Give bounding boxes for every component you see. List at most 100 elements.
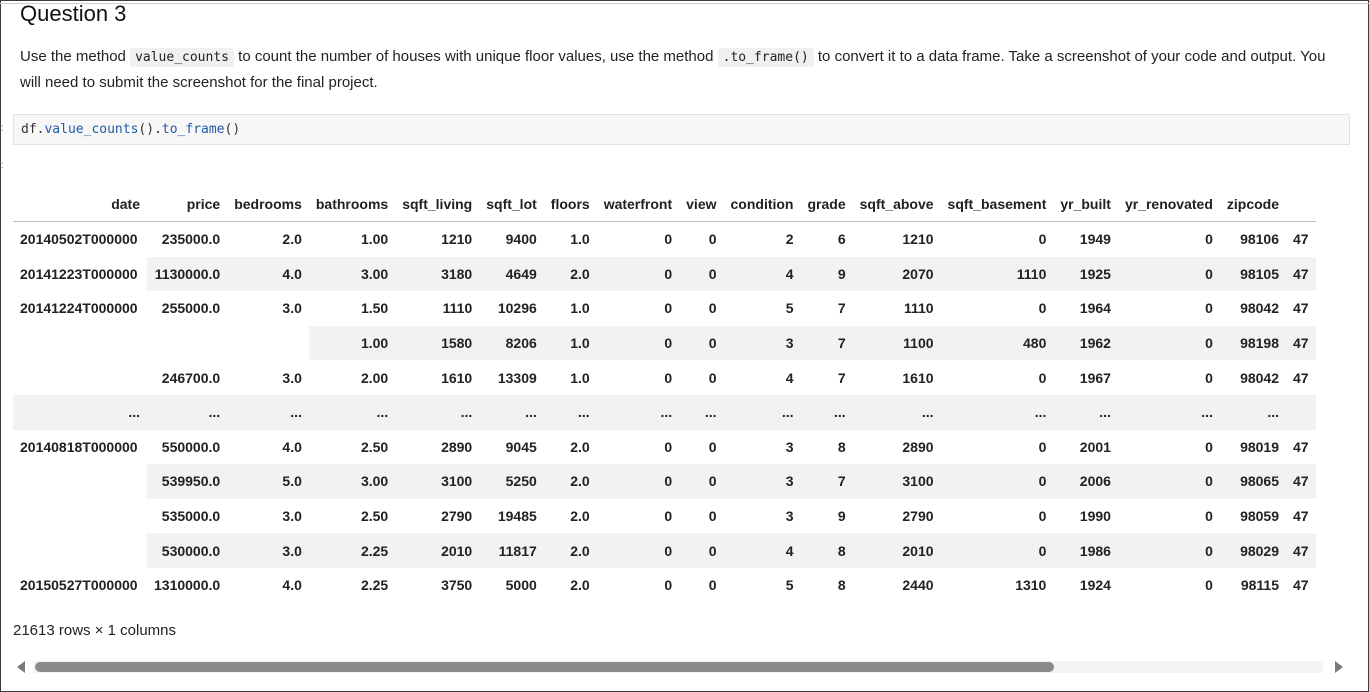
table-cell: 8206 [479, 325, 544, 361]
table-cell: ... [723, 394, 801, 430]
row-index-date: ... [13, 394, 147, 430]
table-cell: 0 [1038, 300, 1047, 317]
header-row: date price bedrooms bathrooms sqft_living sqf… [13, 187, 1316, 222]
code-call: (). [138, 122, 162, 137]
row-index-date: 20141223T000000 [13, 256, 147, 292]
table-cell: 1962 [1053, 325, 1118, 361]
table-cell: 0 [1205, 369, 1213, 386]
table-cell: 47 [1286, 464, 1316, 499]
table-cell: 1.00 [308, 325, 396, 361]
row-index-price: 255000.0 [161, 300, 221, 317]
prompt-text-1: Use the method [20, 48, 131, 65]
table-cell: 7 [837, 300, 846, 317]
scroll-left-arrow-icon[interactable] [17, 661, 25, 673]
table-cell: 0 [708, 508, 717, 525]
table-cell: 4 [723, 256, 801, 292]
table-cell: 1110 [903, 300, 934, 317]
scroll-thumb[interactable] [35, 662, 1054, 672]
table-cell: 1110 [442, 300, 473, 317]
table-cell: 2.50 [360, 438, 389, 455]
table-cell: 2890 [441, 438, 473, 455]
table-cell: ... [395, 394, 480, 430]
row-index-bedrooms: 3.0 [282, 369, 302, 386]
table-cell: 0 [1038, 369, 1047, 386]
table-cell: 1.0 [570, 369, 590, 386]
table-cell: 0 [708, 577, 717, 594]
table-cell: 0 [1117, 533, 1220, 568]
table-cell: 2.0 [543, 464, 597, 499]
table-cell: 3100 [395, 464, 480, 499]
table-cell: 1.00 [360, 231, 389, 248]
table-cell: 98029 [1219, 533, 1286, 568]
table-cell: 3 [785, 438, 794, 455]
table-cell: 2006 [1053, 464, 1118, 499]
row-index-price: 535000.0 [161, 508, 221, 525]
table-cell: 0 [708, 300, 717, 317]
table-cell: 98105 [1219, 256, 1286, 292]
table-cell: 11817 [479, 533, 544, 568]
table-cell: 3 [723, 325, 801, 361]
table-cell: 2790 [441, 508, 473, 525]
table-cell: 19485 [497, 508, 537, 525]
table-cell: 0 [596, 533, 680, 568]
table-cell: 2001 [1079, 438, 1111, 455]
table-cell: 1986 [1053, 533, 1118, 568]
top-divider [0, 3, 1369, 4]
row-index-date: 20140818T000000 [13, 429, 147, 465]
table-cell: 1964 [1079, 300, 1111, 317]
table-cell: 98059 [1240, 508, 1279, 525]
row-index-bedrooms: 4.0 [282, 438, 302, 455]
row-index-date: 20140502T000000 [13, 221, 147, 257]
table-cell: ... [543, 394, 597, 430]
table-cell: 47 [1286, 325, 1316, 361]
table-cell: ... [1053, 394, 1118, 430]
table-cell: 0 [1117, 256, 1220, 292]
table-cell: 0 [596, 325, 680, 361]
table-cell: 47 [1293, 300, 1309, 317]
code-method-to-frame: to_frame [161, 122, 225, 137]
table-cell: 3100 [852, 464, 941, 499]
table-cell: 0 [1205, 508, 1213, 525]
table-cell: 0 [1038, 508, 1047, 525]
table-cell: ... [479, 394, 544, 430]
table-cell: 3 [723, 464, 801, 499]
row-index-price: 246700.0 [161, 369, 221, 386]
column-header: sqft_living [395, 187, 480, 222]
table-cell: 0 [664, 438, 673, 455]
dataframe-output[interactable]: date price bedrooms bathrooms sqft_living sqf… [13, 187, 1338, 607]
inline-code-to-frame: .to_frame() [717, 48, 814, 67]
code-cell[interactable]: df.value_counts().to_frame() [13, 114, 1350, 145]
table-cell: 2440 [902, 577, 934, 594]
prompt-text-3: to convert it to a data frame. Take a sc… [20, 48, 1326, 91]
table-cell: 98042 [1240, 369, 1279, 386]
table-cell: 1925 [1053, 256, 1118, 292]
table-cell: 1990 [1079, 508, 1111, 525]
table-cell: 8 [800, 533, 853, 568]
table-row: 20140818T000000 550000.0 4.0 2.50 2890 9045 2.… [13, 429, 1316, 465]
table-cell: 3.00 [308, 256, 396, 292]
scroll-right-arrow-icon[interactable] [1335, 661, 1343, 673]
table-cell: 2070 [852, 256, 941, 292]
table-row: ........................................… [13, 394, 1316, 430]
column-header: grade [800, 187, 853, 222]
horizontal-scrollbar[interactable] [13, 655, 1350, 679]
row-index-price: ... [147, 394, 228, 430]
column-header: sqft_lot [479, 187, 544, 222]
row-index-date: 20150527T000000 [13, 567, 147, 603]
table-cell: 0 [679, 325, 724, 361]
prompt-text-2: to count the number of houses with uniqu… [233, 48, 718, 65]
table-cell: 0 [708, 438, 717, 455]
code-object: df. [21, 122, 45, 137]
table-cell: 0 [1205, 438, 1213, 455]
table-cell: 4 [723, 533, 801, 568]
table-cell: 10296 [497, 300, 537, 317]
table-row: 20141224T000000 255000.0 3.0 1.50 1110 10296 1… [13, 291, 1316, 326]
table-cell: 2010 [852, 533, 941, 568]
row-index-bedrooms: 3.0 [282, 300, 302, 317]
table-cell: 1210 [902, 231, 934, 248]
table-row: 246700.0 3.0 2.00 1610 13309 1.0 0 0 4 7 1610 0 1967… [13, 360, 1316, 395]
table-cell: ... [940, 394, 1054, 430]
table-row: 20141223T000000 1130000.0 4.0 3.00 3180 4649 2… [13, 256, 1316, 292]
row-index-bedrooms: 3.0 [227, 533, 309, 568]
column-header [1286, 187, 1316, 222]
